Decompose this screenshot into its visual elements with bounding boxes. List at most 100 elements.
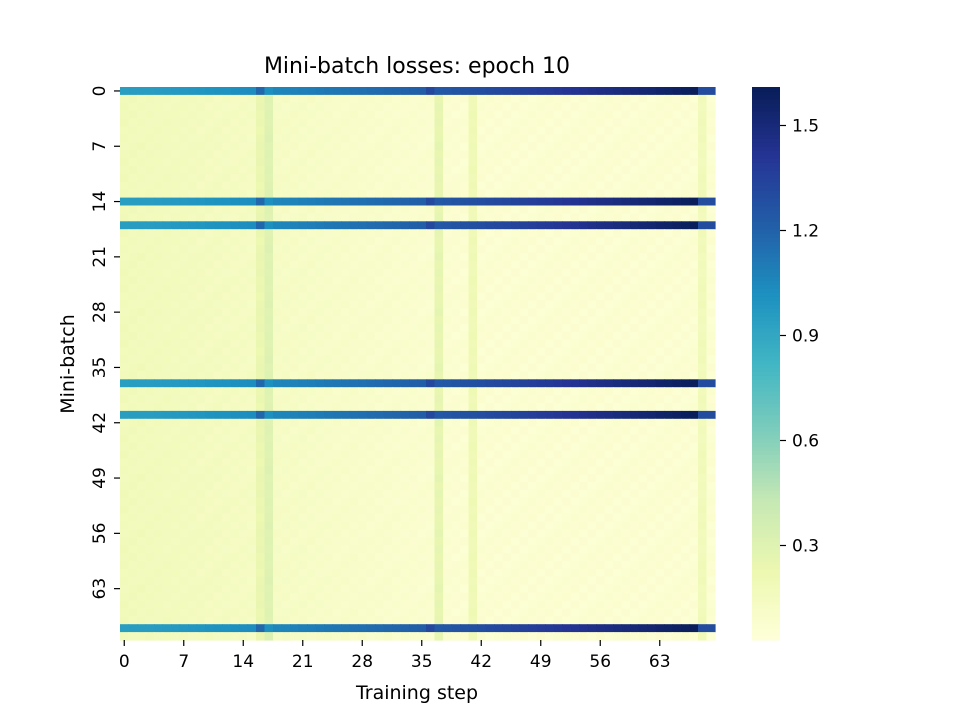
heatmap-cell — [604, 331, 614, 341]
heatmap-cell — [553, 632, 563, 641]
heatmap-cell — [596, 474, 606, 483]
heatmap-cell — [162, 576, 172, 586]
heatmap-cell — [332, 553, 342, 562]
heatmap-cell — [545, 292, 555, 301]
heatmap-cell — [570, 371, 580, 380]
heatmap-cell — [511, 537, 521, 546]
heatmap-cell — [409, 608, 419, 617]
heatmap-cell — [400, 102, 410, 112]
heatmap-cell — [579, 252, 589, 262]
heatmap-cell — [638, 245, 648, 254]
heatmap-cell — [570, 252, 580, 262]
heatmap-cell — [162, 592, 172, 602]
heatmap-cell — [681, 458, 691, 467]
heatmap-cell — [341, 308, 351, 317]
heatmap-cell — [222, 584, 232, 594]
heatmap-cell — [171, 600, 181, 609]
heatmap-cell — [664, 158, 674, 167]
heatmap-cell — [230, 537, 240, 546]
heatmap-cell — [553, 529, 563, 538]
heatmap-cell — [358, 561, 368, 570]
heatmap-cell — [485, 474, 495, 483]
heatmap-cell — [358, 87, 368, 96]
heatmap-cell — [519, 158, 529, 167]
heatmap-cell — [630, 513, 640, 523]
heatmap-cell — [222, 576, 232, 586]
heatmap-cell — [570, 181, 580, 191]
heatmap-cell — [417, 426, 427, 436]
heatmap-cell — [460, 624, 470, 633]
heatmap-cell — [596, 521, 606, 530]
heatmap-cell — [451, 221, 461, 230]
heatmap-cell — [664, 426, 674, 436]
heatmap-cell — [434, 252, 444, 262]
heatmap-cell — [613, 87, 623, 96]
heatmap-cell — [545, 355, 555, 365]
heatmap-cell — [681, 126, 691, 135]
heatmap-cell — [698, 403, 708, 412]
heatmap-cell — [443, 537, 453, 546]
heatmap-cell — [536, 545, 546, 554]
heatmap-cell — [681, 245, 691, 254]
heatmap-cell — [137, 418, 147, 428]
colorbar-segment — [752, 450, 780, 455]
heatmap-cell — [434, 94, 444, 104]
heatmap-cell — [630, 118, 640, 128]
heatmap-cell — [553, 205, 563, 214]
heatmap-cell — [579, 379, 589, 388]
heatmap-cell — [562, 576, 572, 586]
heatmap-cell — [672, 316, 682, 325]
heatmap-cell — [468, 252, 478, 262]
heatmap-cell — [341, 624, 351, 633]
heatmap-cell — [604, 213, 614, 222]
heatmap-cell — [324, 561, 334, 570]
heatmap-cell — [485, 221, 495, 230]
heatmap-cell — [528, 521, 538, 530]
heatmap-cell — [298, 545, 308, 554]
heatmap-cell — [298, 553, 308, 562]
heatmap-cell — [587, 284, 597, 293]
heatmap-cell — [341, 379, 351, 388]
heatmap-cell — [494, 205, 504, 214]
heatmap-cell — [281, 260, 291, 270]
heatmap-cell — [647, 205, 657, 214]
heatmap-cell — [179, 521, 189, 530]
colorbar-segment — [752, 624, 780, 629]
heatmap-cell — [145, 363, 155, 372]
heatmap-cell — [290, 252, 300, 262]
heatmap-cell — [434, 158, 444, 167]
heatmap-cell — [630, 576, 640, 586]
heatmap-cell — [621, 308, 631, 317]
heatmap-cell — [162, 166, 172, 175]
heatmap-cell — [681, 308, 691, 317]
heatmap-cell — [664, 568, 674, 578]
heatmap-cell — [434, 458, 444, 467]
heatmap-cell — [120, 592, 130, 602]
heatmap-cell — [332, 252, 342, 262]
heatmap-cell — [128, 497, 138, 507]
heatmap-cell — [681, 142, 691, 151]
heatmap-cell — [417, 616, 427, 625]
heatmap-cell — [485, 260, 495, 270]
heatmap-cell — [672, 252, 682, 262]
heatmap-cell — [664, 632, 674, 641]
heatmap-cell — [409, 316, 419, 325]
heatmap-cell — [179, 418, 189, 428]
heatmap-cell — [205, 300, 215, 309]
heatmap-cell — [230, 237, 240, 246]
heatmap-cell — [570, 94, 580, 104]
heatmap-cell — [630, 568, 640, 578]
heatmap-cell — [358, 410, 368, 420]
heatmap-cell — [689, 276, 699, 286]
heatmap-cell — [426, 197, 436, 207]
heatmap-cell — [400, 94, 410, 104]
heatmap-cell — [638, 221, 648, 230]
heatmap-cell — [638, 173, 648, 183]
heatmap-cell — [222, 371, 232, 380]
heatmap-cell — [494, 592, 504, 602]
heatmap-cell — [604, 284, 614, 293]
x-axis-label: Training step — [355, 682, 478, 704]
heatmap-cell — [205, 513, 215, 523]
heatmap-cell — [519, 181, 529, 191]
heatmap-cell — [205, 529, 215, 538]
